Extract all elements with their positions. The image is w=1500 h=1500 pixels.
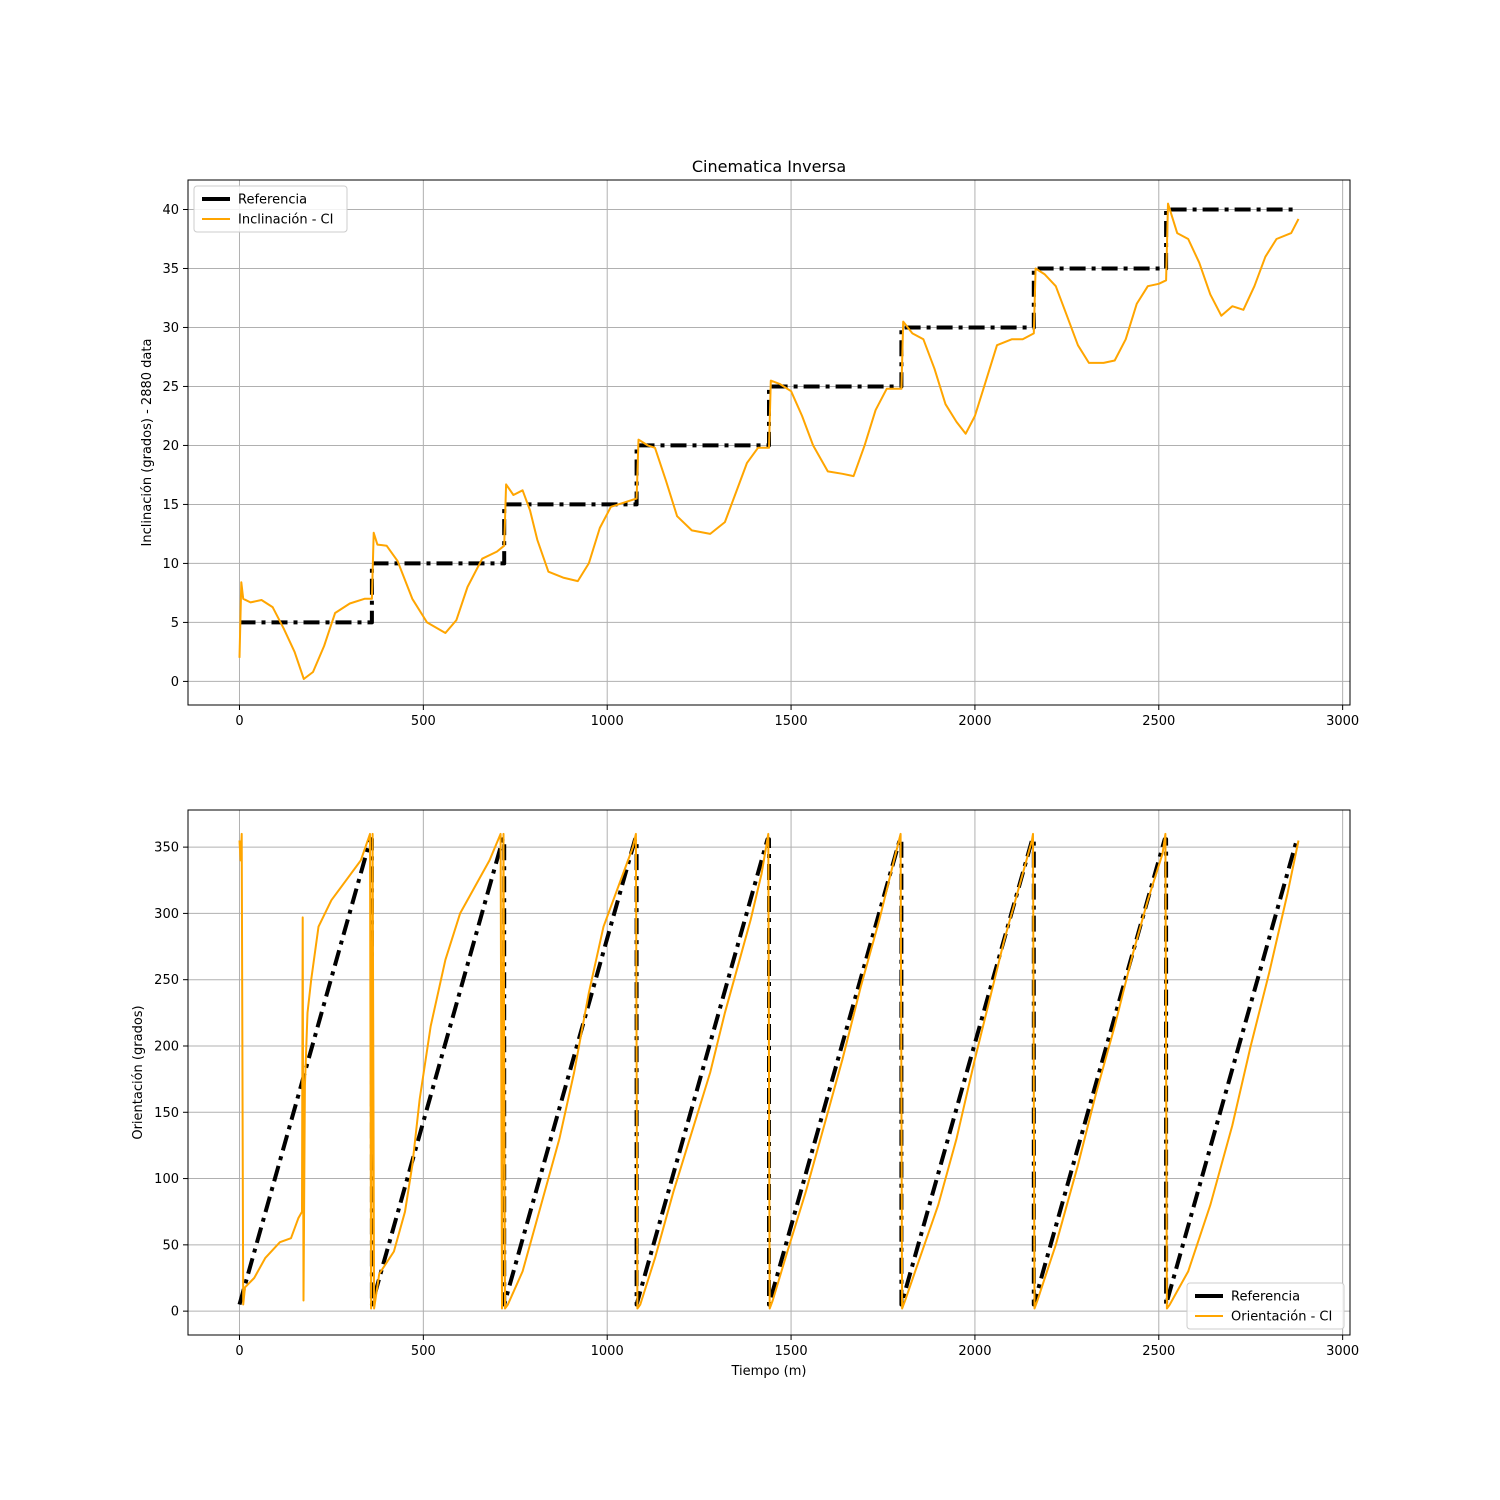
- y-tick-label: 150: [154, 1106, 179, 1121]
- legend: Referencia Inclinación - CI: [193, 185, 348, 233]
- x-tick-label: 2000: [958, 714, 991, 729]
- x-tick-label: 1000: [591, 1344, 624, 1359]
- x-tick-label: 1500: [775, 1344, 808, 1359]
- x-tick-label: 2500: [1142, 1344, 1175, 1359]
- inclination-chart: 0 500 1000 1500 2000 2500 3000 0 5 10 15 20 25 30 35 40…: [140, 157, 1359, 729]
- plot-frame: [187, 179, 1351, 706]
- legend: Referencia Orientación - CI: [1186, 1282, 1345, 1330]
- plot-frame: [187, 809, 1351, 1336]
- y-tick-label: 15: [162, 498, 179, 513]
- x-axis-label: Tiempo (m): [731, 1364, 807, 1379]
- x-tick-label: 1500: [775, 714, 808, 729]
- y-tick-label: 0: [171, 1305, 179, 1320]
- y-tick-label: 100: [154, 1172, 179, 1187]
- x-tick-label: 0: [235, 714, 243, 729]
- y-tick-label: 0: [171, 675, 179, 690]
- legend-label: Inclinación - CI: [238, 213, 333, 228]
- y-tick-label: 40: [162, 203, 179, 218]
- y-tick-label: 250: [154, 973, 179, 988]
- x-tick-label: 1000: [591, 714, 624, 729]
- y-tick-label: 200: [154, 1039, 179, 1054]
- y-tick-label: 10: [162, 557, 179, 572]
- y-axis-label: Orientación (grados): [131, 1005, 146, 1139]
- x-tick-label: 3000: [1326, 1344, 1359, 1359]
- x-tick-label: 2000: [958, 1344, 991, 1359]
- y-tick-label: 20: [162, 439, 179, 454]
- legend-box: [193, 185, 348, 233]
- y-tick-label: 5: [171, 616, 179, 631]
- chart-title: Cinematica Inversa: [692, 157, 846, 176]
- y-tick-label: 300: [154, 907, 179, 922]
- x-tick-label: 0: [235, 1344, 243, 1359]
- y-tick-label: 30: [162, 321, 179, 336]
- x-tick-label: 500: [411, 714, 436, 729]
- y-axis-label: Inclinación (grados) - 2880 data: [140, 339, 155, 547]
- x-tick-label: 500: [411, 1344, 436, 1359]
- ik-series-line: [238, 202, 1300, 680]
- y-tick-label: 35: [162, 262, 179, 277]
- y-tick-label: 25: [162, 380, 179, 395]
- y-tick-label: 50: [162, 1238, 179, 1253]
- reference-series-line: [239, 207, 1299, 625]
- ik-series-line: [238, 832, 1300, 1310]
- orientation-chart: 0 500 1000 1500 2000 2500 3000 0 50 100 150 200 250 3…: [131, 809, 1359, 1379]
- x-tick-label: 2500: [1142, 714, 1175, 729]
- legend-label: Referencia: [1231, 1290, 1300, 1305]
- y-tick-label: 350: [154, 841, 179, 856]
- x-tick-label: 3000: [1326, 714, 1359, 729]
- legend-label: Referencia: [238, 193, 307, 208]
- legend-box: [1186, 1282, 1345, 1330]
- legend-label: Orientación - CI: [1231, 1310, 1332, 1325]
